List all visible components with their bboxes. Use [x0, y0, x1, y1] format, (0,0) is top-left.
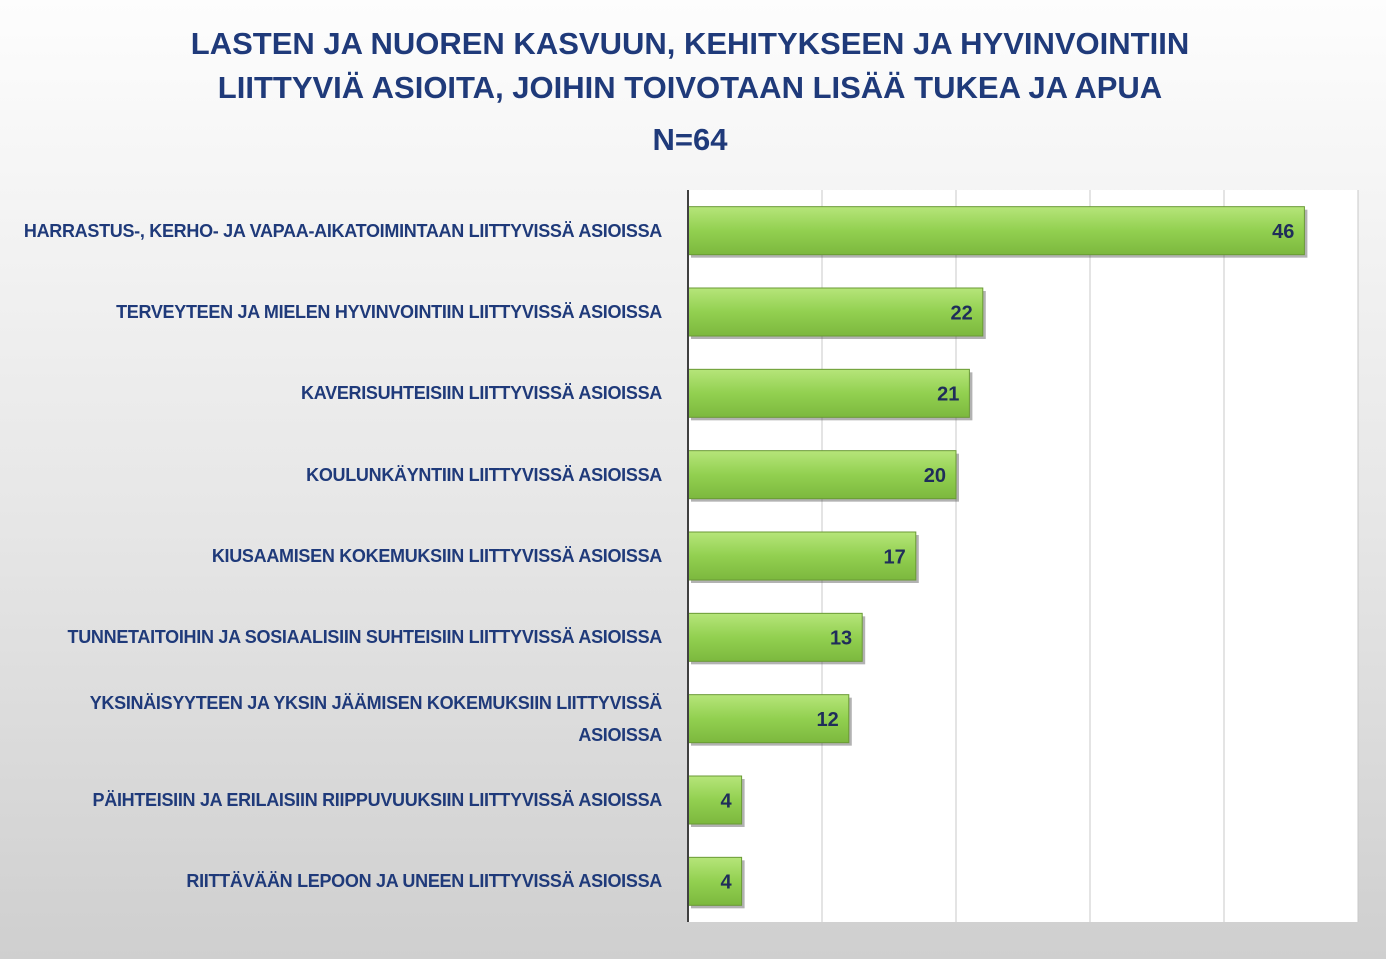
data-label: 4 — [720, 872, 732, 894]
bar — [687, 287, 984, 337]
data-label: 21 — [937, 384, 959, 406]
y-tick-label: RIITTÄVÄÄN LEPOON JA UNEEN LIITTYVISSÄ A… — [186, 871, 662, 892]
y-tick-label: KOULUNKÄYNTIIN LIITTYVISSÄ ASIOISSA — [306, 464, 662, 485]
data-label: 12 — [817, 709, 839, 731]
y-tick-label: KAVERISUHTEISIIN LIITTYVISSÄ ASIOISSA — [301, 383, 662, 404]
bar — [687, 368, 970, 418]
bar — [687, 775, 743, 825]
bar — [687, 206, 1305, 256]
chart-subtitle: N=64 — [652, 122, 728, 157]
data-label: 46 — [1272, 221, 1294, 243]
data-label: 13 — [830, 628, 852, 650]
data-label: 17 — [884, 546, 906, 568]
data-label: 4 — [720, 790, 732, 812]
bar — [687, 694, 850, 744]
data-label: 20 — [924, 465, 946, 487]
bar — [687, 531, 917, 581]
y-tick-label: HARRASTUS-, KERHO- JA VAPAA-AIKATOIMINTA… — [23, 220, 662, 241]
bar — [687, 450, 957, 500]
bar — [687, 856, 743, 906]
y-tick-label: TERVEYTEEN JA MIELEN HYVINVOINTIIN LIITT… — [116, 302, 662, 322]
data-label: 22 — [951, 302, 973, 324]
chart-title: LASTEN JA NUOREN KASVUUN, KEHITYKSEEN JA… — [190, 26, 1190, 105]
y-tick-label: YKSINÄISYYTEEN JA YKSIN JÄÄMISEN KOKEMUK… — [89, 692, 663, 745]
y-tick-label: TUNNETAITOIHIN JA SOSIAALISIIN SUHTEISII… — [67, 627, 663, 648]
y-tick-label: PÄIHTEISIIN JA ERILAISIIN RIIPPUVUUKSIIN… — [92, 790, 663, 810]
y-tick-label: KIUSAAMISEN KOKEMUKSIIN LIITTYVISSÄ ASIO… — [211, 546, 662, 566]
bar — [687, 612, 863, 662]
